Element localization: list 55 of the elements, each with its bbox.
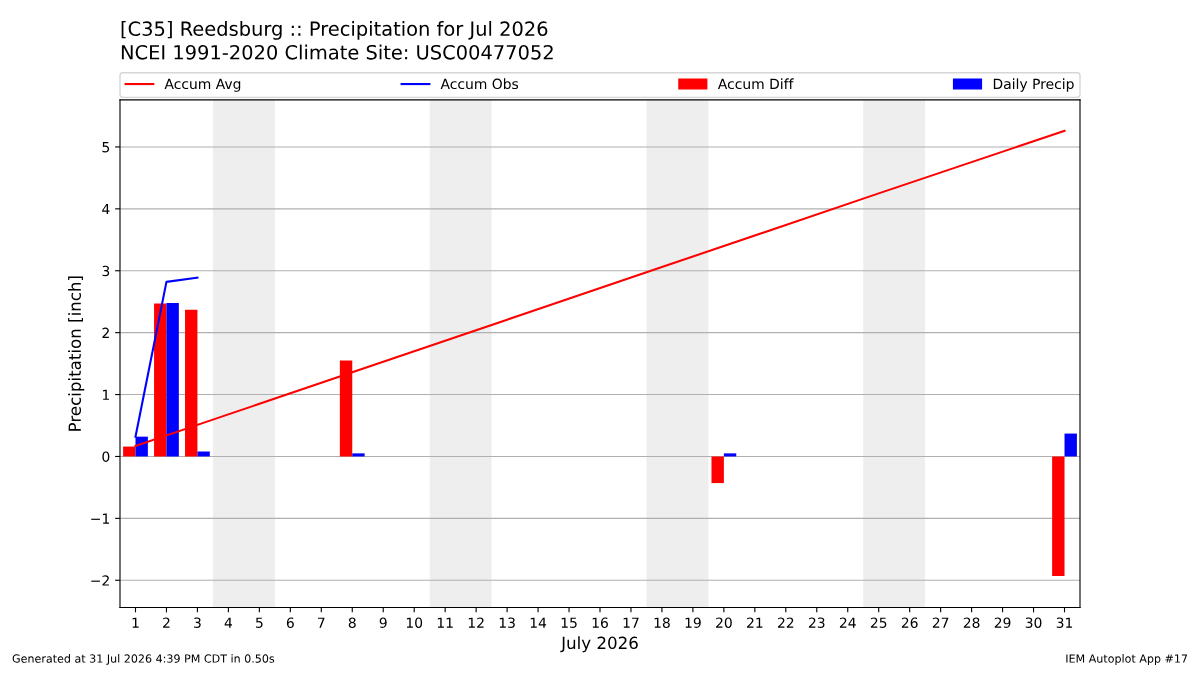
x-tick-label: 6	[286, 617, 294, 628]
bar	[1064, 433, 1077, 457]
text: IEM Autoplot App #17	[1066, 654, 1188, 665]
x-axis-title: July 2026	[560, 636, 638, 653]
y-axis-title: Precipitation [inch]	[68, 276, 85, 431]
x-tick-label: 2	[163, 617, 170, 628]
x-tick-label: 31	[1056, 617, 1073, 628]
x-tick-label: 14	[530, 617, 547, 628]
legend-label: Accum Diff	[717, 78, 794, 90]
chart-subtitle: NCEI 1991-2020 Climate Site: USC00477052	[121, 44, 553, 60]
x-tick-label: 10	[406, 617, 423, 628]
bar	[352, 453, 365, 457]
y-tick-label: 2	[102, 327, 109, 338]
x-tick-label: 30	[1025, 617, 1042, 628]
y-tick-label: −1	[91, 513, 109, 524]
x-tick-label: 15	[561, 617, 577, 628]
x-tick-label: 22	[777, 617, 794, 628]
bar	[711, 456, 724, 484]
y-tick-label: 1	[102, 389, 109, 400]
x-tick-label: 8	[348, 617, 356, 628]
x-tick-label: 5	[256, 617, 263, 628]
x-tick-label: 11	[437, 617, 453, 628]
legend-label: Accum Avg	[164, 78, 241, 92]
legend-label: Daily Precip	[993, 78, 1074, 92]
x-tick-label: 9	[379, 617, 387, 628]
y-tick-label: 4	[102, 204, 110, 215]
chart-title: [C35] Reedsburg :: Precipitation for Jul 2026	[121, 20, 548, 40]
x-tick-label: 25	[870, 617, 887, 628]
text: Generated at 31 Jul 2026 4:39 PM CDT in 0.50s	[12, 654, 275, 665]
x-tick-label: 29	[994, 617, 1011, 628]
bar	[166, 302, 179, 457]
x-tick-label: 19	[685, 617, 701, 628]
x-tick-label: 18	[654, 617, 670, 628]
y-tick-label: 3	[102, 265, 110, 277]
x-tick-label: 26	[901, 617, 918, 628]
x-tick-label: 27	[932, 617, 949, 628]
y-tick-label: 0	[102, 451, 110, 462]
x-tick-label: 24	[839, 617, 856, 628]
x-tick-label: 20	[716, 617, 732, 628]
bar	[1052, 456, 1065, 576]
x-tick-label: 4	[224, 617, 233, 628]
x-tick-label: 21	[747, 617, 763, 628]
x-tick-label: 13	[499, 617, 515, 628]
bar	[723, 453, 737, 457]
x-tick-label: 12	[468, 617, 484, 628]
y-tick-label: 5	[102, 142, 110, 153]
x-tick-label: 16	[592, 617, 608, 628]
x-tick-label: 23	[808, 617, 825, 628]
x-tick-label: 1	[132, 617, 139, 628]
x-tick-label: 17	[623, 617, 639, 628]
x-tick-label: 28	[963, 617, 980, 628]
x-tick-label: 7	[318, 617, 325, 628]
y-tick-label: −2	[91, 575, 109, 586]
x-tick-label: 3	[194, 617, 201, 628]
legend-label: Accum Obs	[440, 78, 519, 90]
